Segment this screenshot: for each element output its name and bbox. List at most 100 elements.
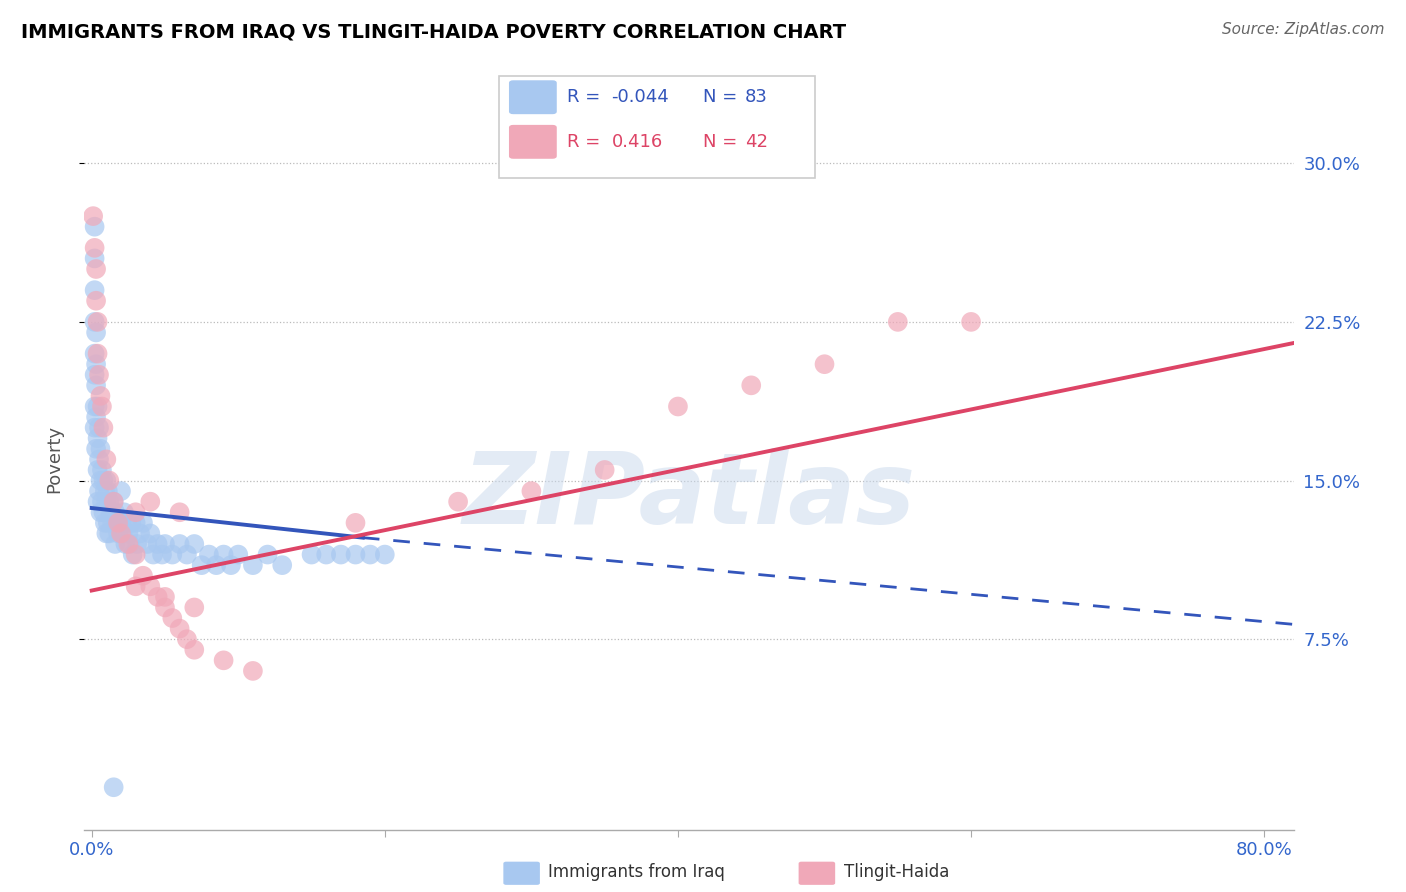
Point (146, 537, 169, 551)
Point (176, 548, 198, 562)
Text: -0.044: -0.044 (612, 88, 669, 106)
Point (86, 346, 108, 360)
Point (101, 516, 124, 530)
Point (212, 653, 235, 667)
Point (242, 664, 264, 678)
Point (960, 315, 983, 329)
Point (520, 484, 543, 499)
Point (107, 516, 129, 530)
Point (301, 548, 323, 562)
Point (84, 293, 107, 308)
Point (271, 558, 294, 573)
Point (117, 526, 139, 541)
Point (93, 420, 115, 434)
Point (162, 548, 184, 562)
Point (93, 505, 115, 519)
Point (93, 474, 115, 488)
Point (183, 600, 205, 615)
Point (139, 579, 162, 593)
Point (124, 516, 146, 530)
Point (110, 526, 132, 541)
Point (112, 505, 135, 519)
Point (83, 219, 105, 234)
Text: R =: R = (567, 133, 612, 151)
Text: R =: R = (567, 88, 606, 106)
Point (256, 548, 278, 562)
Point (344, 548, 367, 562)
Point (593, 463, 616, 477)
Point (91, 400, 114, 414)
Point (124, 579, 146, 593)
Point (83, 283, 105, 297)
Point (887, 315, 910, 329)
Point (190, 558, 212, 573)
Point (169, 622, 191, 636)
Point (104, 505, 127, 519)
Point (104, 537, 127, 551)
Text: 42: 42 (745, 133, 768, 151)
Point (97, 516, 120, 530)
Point (110, 516, 132, 530)
Point (118, 537, 141, 551)
Point (127, 537, 149, 551)
Point (153, 537, 176, 551)
Point (84, 326, 107, 340)
Point (139, 494, 162, 508)
Point (198, 548, 221, 562)
Point (132, 516, 155, 530)
Point (219, 558, 242, 573)
Point (176, 632, 198, 647)
Point (153, 600, 176, 615)
Point (94, 484, 117, 499)
Point (447, 494, 470, 508)
Point (117, 537, 139, 551)
Point (169, 505, 191, 519)
Point (105, 516, 128, 530)
Point (212, 548, 235, 562)
Text: Immigrants from Iraq: Immigrants from Iraq (548, 863, 725, 881)
Point (87, 368, 110, 382)
Point (329, 548, 352, 562)
Text: N =: N = (703, 133, 742, 151)
Point (666, 400, 689, 414)
Point (183, 642, 205, 657)
Point (242, 558, 264, 573)
Point (146, 590, 169, 604)
Point (96, 474, 118, 488)
Text: Source: ZipAtlas.com: Source: ZipAtlas.com (1222, 22, 1385, 37)
Point (98, 474, 121, 488)
Point (86, 463, 108, 477)
Point (83, 315, 105, 329)
Point (96, 526, 118, 541)
Text: 83: 83 (745, 88, 768, 106)
Point (83, 420, 105, 434)
Point (86, 494, 108, 508)
Point (86, 400, 108, 414)
Point (98, 526, 121, 541)
Point (87, 420, 110, 434)
Point (83, 346, 105, 360)
Point (183, 537, 205, 551)
Point (120, 516, 142, 530)
Point (110, 484, 132, 499)
Point (103, 494, 125, 508)
Point (374, 548, 396, 562)
Point (96, 452, 118, 467)
Point (153, 590, 176, 604)
Point (89, 442, 111, 456)
Point (83, 241, 105, 255)
Point (813, 357, 835, 371)
Point (205, 558, 228, 573)
Point (94, 516, 117, 530)
Point (89, 389, 111, 403)
Point (115, 516, 138, 530)
Point (150, 548, 173, 562)
Point (91, 494, 114, 508)
Point (84, 378, 107, 392)
Point (740, 378, 762, 392)
Point (83, 252, 105, 266)
Point (86, 315, 108, 329)
Point (82, 209, 104, 223)
Point (86, 431, 108, 445)
Point (129, 526, 152, 541)
